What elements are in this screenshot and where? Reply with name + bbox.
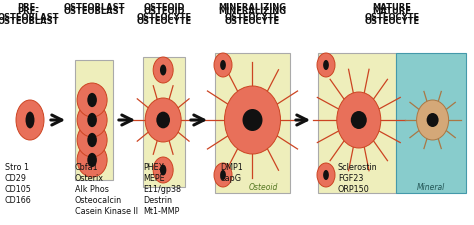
Ellipse shape	[16, 100, 44, 140]
Bar	[143, 57, 185, 187]
Ellipse shape	[417, 100, 448, 140]
Text: OSTEOID
OSTEOCYTE: OSTEOID OSTEOCYTE	[137, 3, 191, 22]
Ellipse shape	[87, 93, 97, 107]
Ellipse shape	[317, 53, 335, 77]
Text: DMP1
CapG: DMP1 CapG	[220, 163, 243, 183]
Text: PRE-
OSTEOBLAST: PRE- OSTEOBLAST	[0, 3, 59, 22]
Text: Cbfa1
Osterix
Alk Phos
Osteocalcin
Casein Kinase II: Cbfa1 Osterix Alk Phos Osteocalcin Casei…	[75, 163, 138, 216]
Ellipse shape	[77, 103, 107, 137]
Ellipse shape	[77, 143, 107, 177]
Text: Mineral: Mineral	[417, 183, 446, 192]
Ellipse shape	[153, 157, 173, 183]
Ellipse shape	[26, 112, 35, 128]
Text: PRE-
OSTEOBLAST: PRE- OSTEOBLAST	[0, 7, 59, 26]
Text: OSTEOBLAST: OSTEOBLAST	[63, 7, 125, 16]
Ellipse shape	[220, 60, 226, 70]
Ellipse shape	[214, 163, 232, 187]
Ellipse shape	[153, 57, 173, 83]
Ellipse shape	[225, 86, 281, 154]
Ellipse shape	[87, 113, 97, 127]
Text: MATURE
OSTEOCYTE: MATURE OSTEOCYTE	[365, 7, 419, 26]
Ellipse shape	[337, 92, 381, 148]
Text: OSTEOID
OSTEOCYTE: OSTEOID OSTEOCYTE	[137, 7, 191, 26]
Ellipse shape	[243, 109, 263, 131]
Ellipse shape	[87, 133, 97, 147]
Ellipse shape	[323, 170, 329, 180]
Bar	[318, 53, 396, 193]
Ellipse shape	[145, 98, 181, 142]
Ellipse shape	[351, 111, 367, 129]
Ellipse shape	[87, 153, 97, 167]
Ellipse shape	[77, 123, 107, 157]
Text: Sclerostin
FGF23
ORP150: Sclerostin FGF23 ORP150	[338, 163, 378, 194]
Text: Stro 1
CD29
CD105
CD166: Stro 1 CD29 CD105 CD166	[5, 163, 32, 205]
Text: OSTEOBLAST: OSTEOBLAST	[63, 3, 125, 12]
Ellipse shape	[156, 112, 170, 128]
Ellipse shape	[427, 113, 438, 127]
Ellipse shape	[77, 83, 107, 117]
Ellipse shape	[317, 163, 335, 187]
Text: MINERALIZING
OSTEOCYTE: MINERALIZING OSTEOCYTE	[218, 3, 286, 22]
Ellipse shape	[220, 170, 226, 180]
Ellipse shape	[160, 164, 166, 176]
Text: MINERALIZING
OSTEOCYTE: MINERALIZING OSTEOCYTE	[218, 7, 286, 26]
Bar	[75, 60, 113, 180]
Text: MATURE
OSTEOCYTE: MATURE OSTEOCYTE	[365, 3, 419, 22]
Text: PHEX
MEPE
E11/gp38
Destrin
Mt1-MMP: PHEX MEPE E11/gp38 Destrin Mt1-MMP	[143, 163, 181, 216]
Bar	[215, 53, 290, 193]
Ellipse shape	[323, 60, 329, 70]
Text: Osteoid: Osteoid	[249, 183, 278, 192]
Ellipse shape	[160, 65, 166, 75]
Bar	[396, 53, 466, 193]
Ellipse shape	[214, 53, 232, 77]
